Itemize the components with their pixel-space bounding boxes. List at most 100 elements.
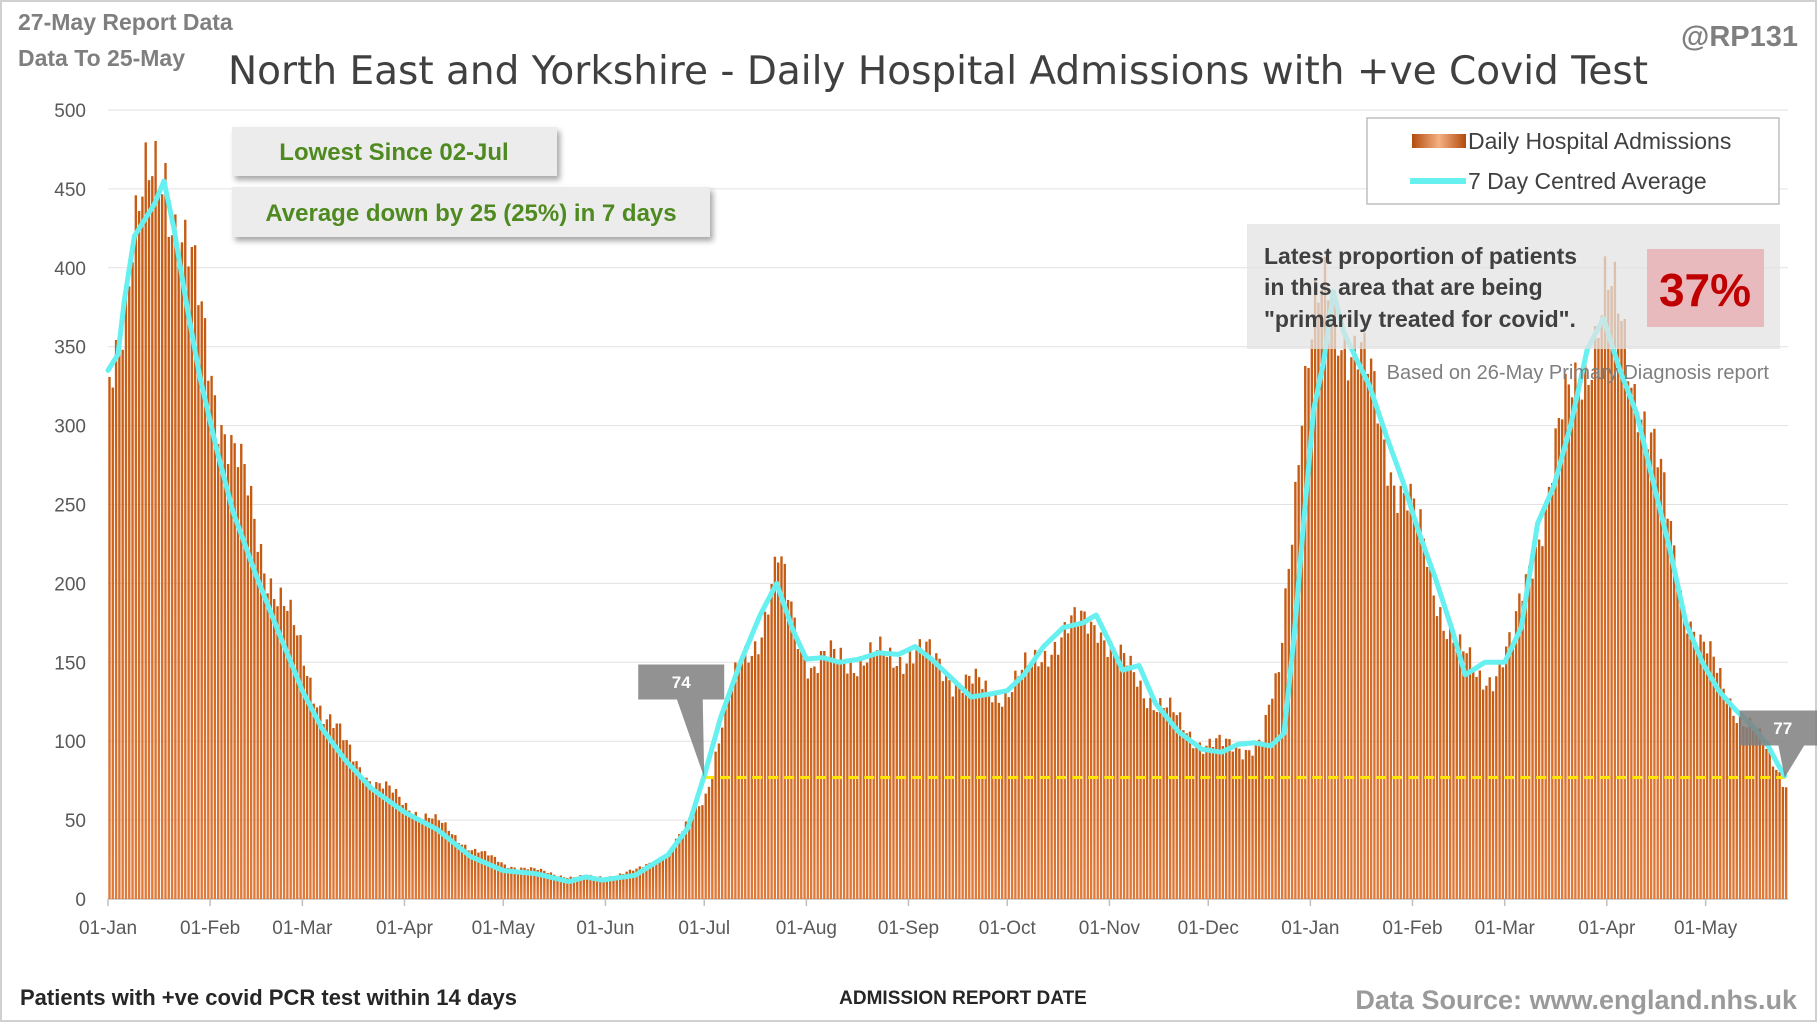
admission-bar [1093,625,1096,899]
admission-bar [177,265,180,899]
admission-bar [984,680,987,899]
admission-bar [1020,669,1024,899]
admission-bar [431,818,434,899]
admission-bar [381,788,385,899]
admission-bar [368,781,371,899]
admission-bar [763,611,767,899]
admission-bar [1584,362,1587,899]
admission-bar [503,864,506,899]
admission-bar [124,284,128,899]
admission-bar [569,876,572,899]
admission-bar [951,696,954,899]
admission-bar [1119,644,1122,899]
admission-bar [773,556,777,899]
admission-bar [1215,738,1218,899]
admission-bar [190,246,194,900]
handle-text: @RP131 [1681,21,1798,53]
admission-bar [1465,653,1468,899]
admission-bar [618,873,622,899]
admission-bar [977,677,981,899]
x-tick-label: 01-Aug [776,918,837,939]
admission-bar [1350,357,1353,899]
lowest-since-box: Lowest Since 02-Jul [232,127,557,176]
admission-bar [1393,485,1396,899]
admission-bar [1748,717,1752,899]
admission-bar [114,340,118,899]
admission-bar [276,606,279,899]
admission-bar [1225,738,1228,899]
admission-bar [1666,518,1669,899]
admission-bar [1178,712,1182,899]
admission-bar [1070,615,1073,899]
admission-bar [997,702,1001,899]
admission-bar [1136,686,1139,899]
admission-bar [441,822,444,899]
admission-bar [681,831,684,899]
admission-bar [1633,383,1636,900]
admission-bar [1142,698,1146,899]
admission-bar [1257,739,1261,899]
admission-bar [707,786,711,899]
admission-bar [562,877,566,899]
admission-bar [879,636,882,899]
admission-bar [1323,256,1327,899]
proportion-line-1: Latest proportion of patients [1264,243,1577,269]
admission-bar [289,599,292,899]
admission-bar [1646,449,1650,899]
admission-bar [892,667,895,899]
admission-bar [1429,562,1432,899]
admission-bar [1317,302,1320,899]
admission-bar [414,811,418,899]
admission-bar [875,650,879,899]
admission-bar [365,777,368,899]
admission-bar [309,677,312,899]
admission-bar [1623,318,1626,899]
admission-bar [1729,698,1732,899]
admission-bar [539,868,543,899]
admission-bar [734,662,737,899]
admission-bar [1192,748,1195,899]
admission-bar [605,877,609,899]
x-tick-label: 01-Feb [1382,918,1442,939]
admission-bar [1149,697,1152,899]
admission-bar [302,665,306,899]
admission-bar [740,659,744,899]
x-tick-label: 01-Apr [1578,918,1636,939]
admission-bar [256,551,259,899]
admission-bar [908,648,912,899]
admission-bar [1689,621,1692,899]
admission-bar [809,668,813,899]
admission-bar [1679,590,1682,899]
admission-bar [424,813,427,899]
admission-bar [1626,381,1630,899]
y-tick-label: 450 [54,180,86,201]
admission-bar [1422,538,1426,899]
admission-bar [1653,428,1656,899]
admission-bar [1241,759,1244,899]
admission-bar [1251,755,1254,899]
admission-bar [1775,769,1778,899]
admission-bar [846,673,849,899]
admission-bar [994,691,997,899]
admission-bar [549,872,553,899]
admission-bar [1264,714,1267,899]
admission-bar [111,387,114,899]
admission-bar [697,806,701,899]
admission-bar [1175,715,1178,899]
chart-title: North East and Yorkshire - Daily Hospita… [228,49,1648,94]
admission-bar [464,844,467,899]
admission-bar [1669,521,1673,899]
admission-bar [954,682,958,899]
legend-box [1366,117,1780,205]
admission-bar [1593,326,1597,900]
admission-bar [240,443,243,899]
admission-bar [747,662,750,899]
admission-bar [1281,642,1284,899]
admission-bar [1488,677,1491,899]
admission-bar [282,605,286,899]
admission-bar [1376,423,1379,899]
admission-bar [1732,715,1735,899]
admission-bar [296,635,299,899]
